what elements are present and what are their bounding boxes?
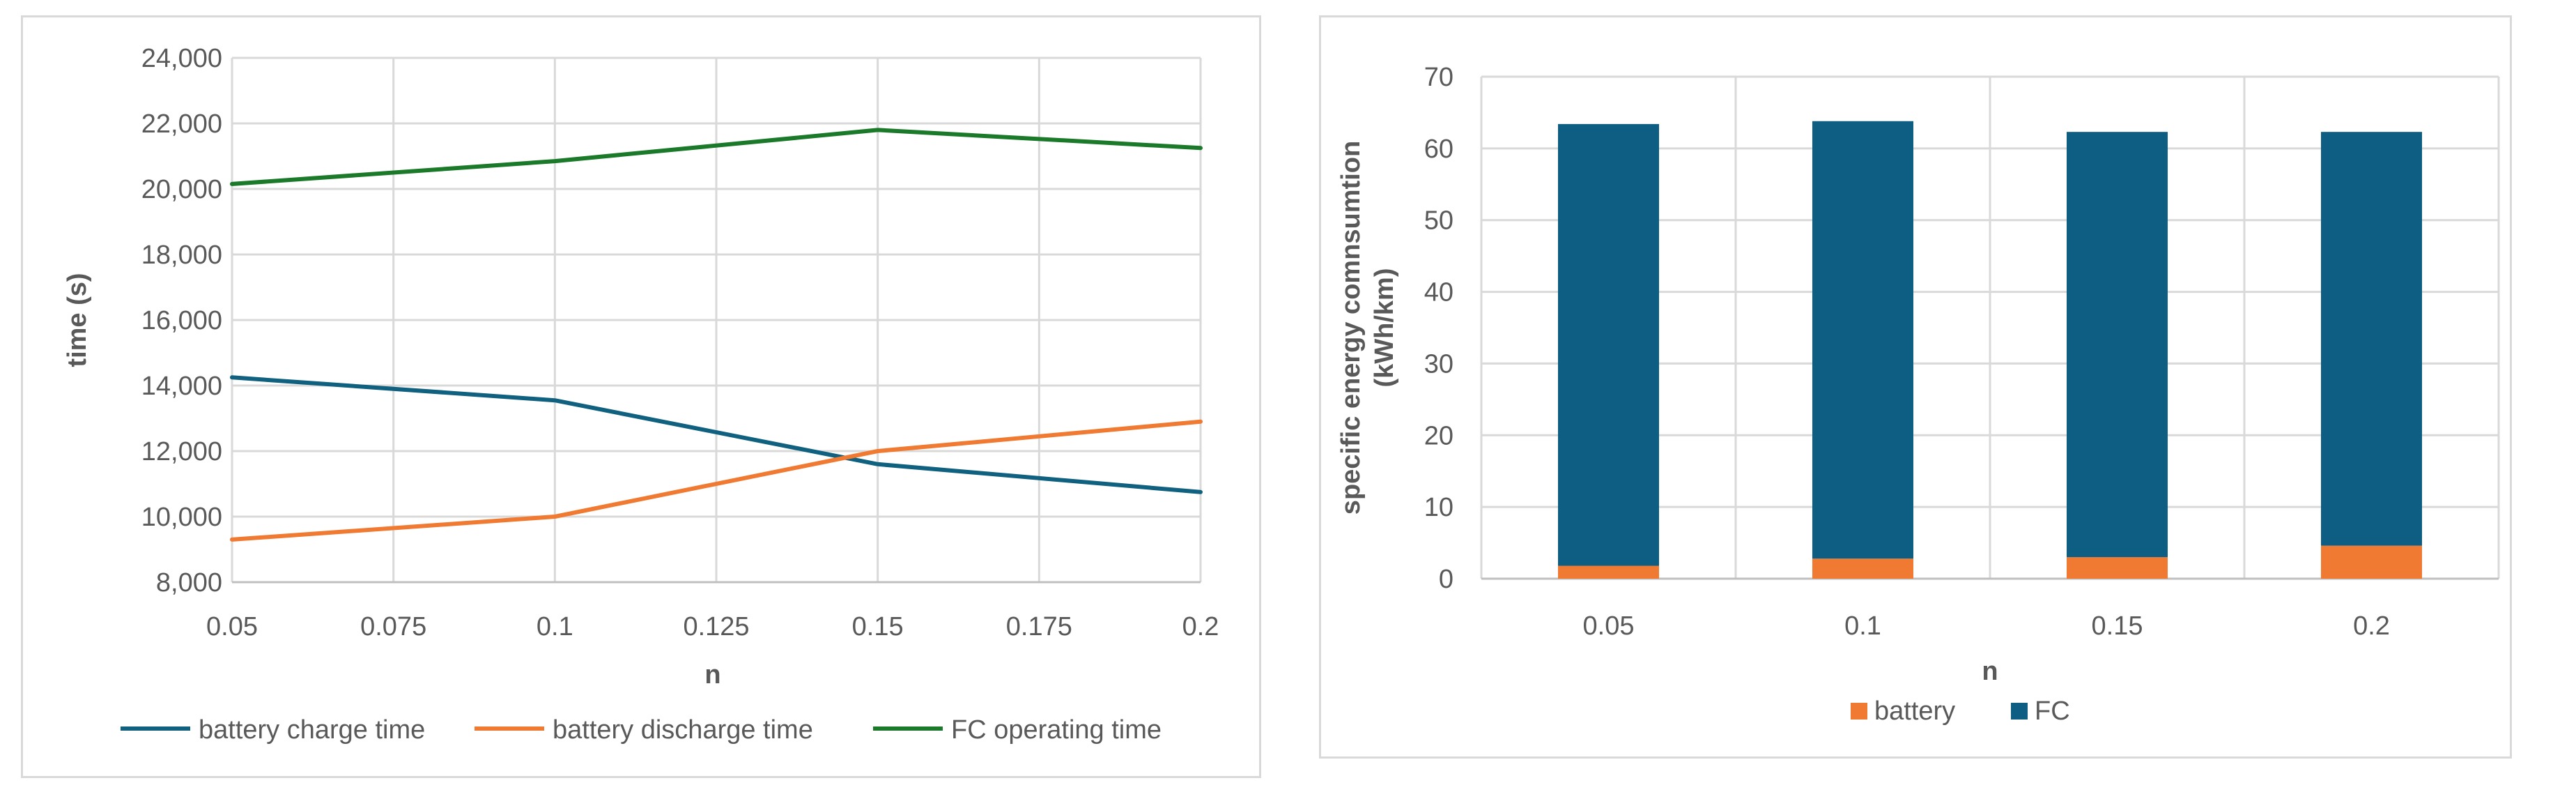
y-tick-label: 20,000: [141, 175, 222, 204]
y-tick-label: 0: [1439, 565, 1453, 594]
x-tick-label: 0.075: [360, 612, 426, 641]
legend-label: FC operating time: [951, 715, 1162, 745]
y-tick-label: 50: [1424, 206, 1453, 236]
y-tick-label: 20: [1424, 421, 1453, 450]
series-line-fc-operating-time: [230, 128, 1203, 186]
y-tick-label: 14,000: [141, 372, 222, 401]
line-chart: 8,000 10,000 12,000 14,000 16,000 18,000 20,00…: [63, 44, 1219, 745]
bar-fc-segment: [1812, 121, 1913, 559]
line-chart-panel: 8,000 10,000 12,000 14,000 16,000 18,000 20,00…: [21, 15, 1261, 778]
bar-fc-segment: [2321, 132, 2422, 546]
y-tick-label: 10,000: [141, 503, 222, 532]
y-axis-title: time (s): [63, 273, 92, 367]
legend-label: FC: [2035, 697, 2070, 726]
y-tick-label: 60: [1424, 135, 1453, 164]
series-line-battery-discharge-time: [230, 419, 1203, 542]
bar-chart-panel: 0 10 20 30 40 50 60 70 0.05 0.1 0.15 0.2 n specific e…: [1319, 15, 2512, 759]
y-axis-unit: (kWh/km): [1370, 268, 1399, 388]
y-tick-label: 40: [1424, 278, 1453, 307]
y-tick-label: 30: [1424, 349, 1453, 379]
x-tick-label: 0.05: [1583, 611, 1635, 641]
y-tick-label: 70: [1424, 63, 1453, 92]
x-tick-label: 0.1: [537, 612, 573, 641]
legend-label: battery charge time: [199, 715, 425, 745]
y-tick-label: 8,000: [156, 568, 222, 598]
bar-battery-segment: [1558, 565, 1659, 579]
x-tick-label: 0.125: [683, 612, 749, 641]
legend-swatch: [1851, 703, 1867, 720]
y-tick-label: 18,000: [141, 241, 222, 270]
y-tick-label: 12,000: [141, 437, 222, 466]
legend-label: battery: [1874, 697, 1955, 726]
legend-label: battery discharge time: [553, 715, 813, 745]
bar-battery-segment: [1812, 558, 1913, 579]
x-tick-label: 0.05: [206, 612, 258, 641]
x-tick-label: 0.2: [1182, 612, 1219, 641]
stacked-bar-chart: 0 10 20 30 40 50 60 70 0.05 0.1 0.15 0.2 n specific e…: [1336, 63, 2500, 726]
bar-fc-segment: [1558, 123, 1659, 566]
x-tick-label: 0.175: [1006, 612, 1072, 641]
bar-battery-segment: [2321, 545, 2422, 579]
y-tick-label: 22,000: [141, 109, 222, 139]
x-axis-title: n: [1982, 657, 1998, 686]
y-tick-label: 10: [1424, 493, 1453, 522]
x-axis-title: n: [704, 660, 720, 690]
legend-swatch: [2011, 703, 2028, 720]
bar-fc-segment: [2067, 132, 2168, 558]
x-tick-label: 0.15: [2092, 611, 2143, 641]
series-line-battery-charge-time: [230, 375, 1203, 494]
x-tick-label: 0.1: [1844, 611, 1881, 641]
y-tick-label: 16,000: [141, 306, 222, 335]
bar-battery-segment: [2067, 557, 2168, 579]
y-axis-title: specific energy comnsumtion: [1336, 141, 1366, 515]
x-tick-label: 0.15: [852, 612, 904, 641]
y-tick-label: 24,000: [141, 44, 222, 73]
x-tick-label: 0.2: [2353, 611, 2390, 641]
